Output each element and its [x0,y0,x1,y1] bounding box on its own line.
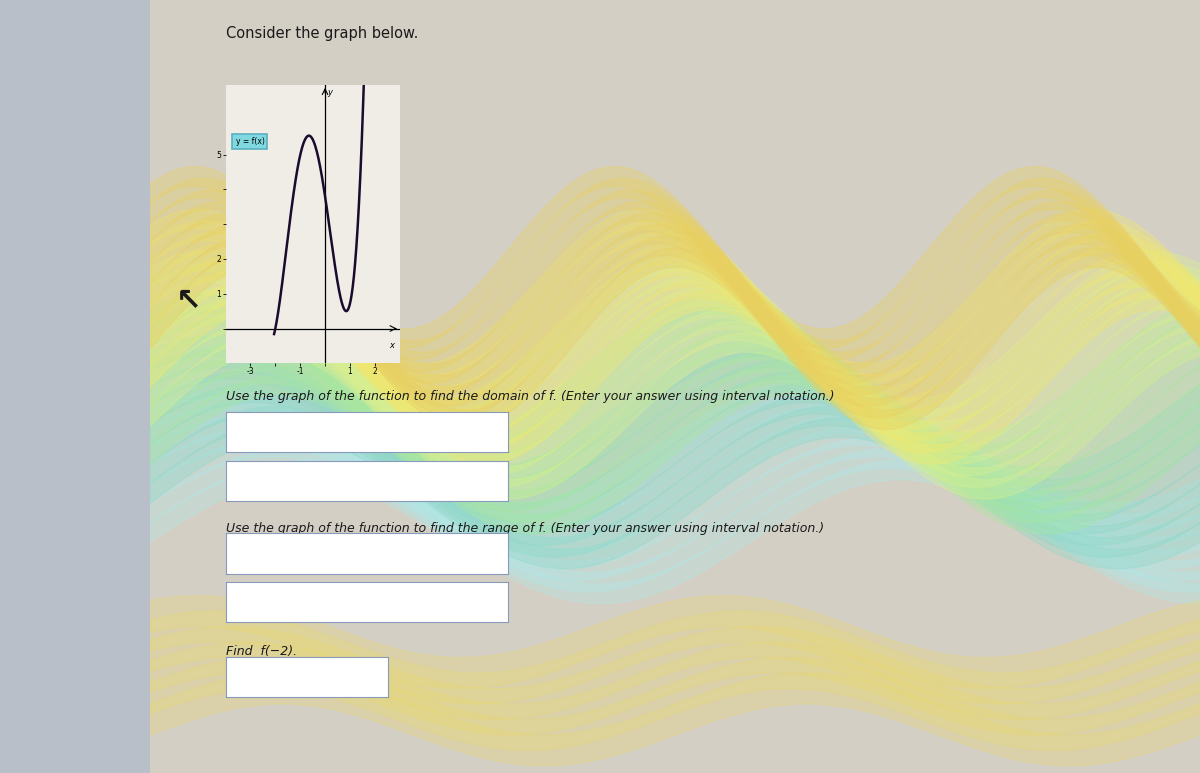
Text: Use the graph of the function to find the range of f. (Enter your answer using i: Use the graph of the function to find th… [226,522,823,535]
Text: ⊘: ⊘ [494,441,502,450]
Text: Consider the graph below.: Consider the graph below. [226,26,418,40]
Text: ↖: ↖ [176,287,202,316]
Text: ⊘: ⊘ [494,613,502,622]
Text: Find  f(−2).: Find f(−2). [226,645,296,659]
Text: y = f(x): y = f(x) [235,137,264,146]
Text: ⊘: ⊘ [494,564,502,574]
Text: x: x [390,341,395,349]
Text: y: y [328,88,332,97]
Text: ⊘: ⊘ [494,492,502,501]
Text: Use the graph of the function to find the domain of f. (Enter your answer using : Use the graph of the function to find th… [226,390,834,404]
